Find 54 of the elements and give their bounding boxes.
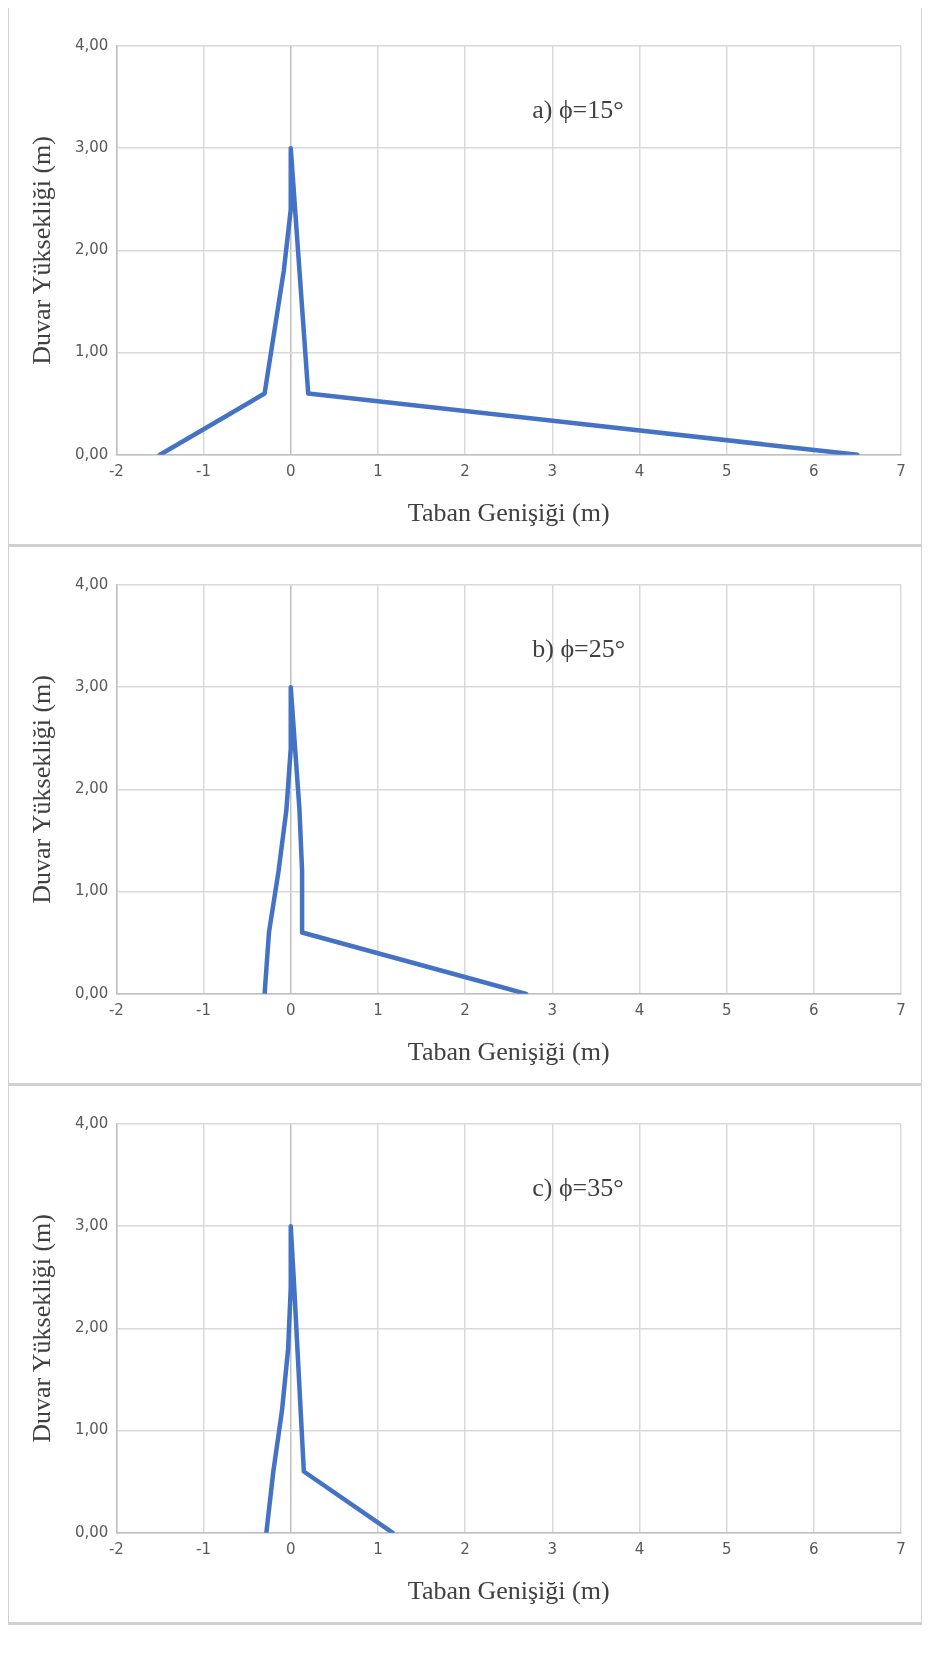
x-tick-label: 6 [809,461,819,480]
x-tick-label: 4 [634,1539,645,1558]
x-tick-label: 0 [285,1539,296,1558]
y-tick-label: 2,00 [74,779,109,798]
y-tick-label: 0,00 [74,444,109,463]
x-tick-label: 4 [634,461,645,480]
x-tick-label: 7 [896,1539,906,1558]
x-tick-label: 3 [547,1539,558,1558]
x-tick-label: -1 [196,1000,212,1019]
x-axis-title: Taban Genişiği (m) [407,498,610,528]
x-tick-label: 7 [896,461,906,480]
y-tick-label: 0,00 [74,983,109,1002]
y-tick-label: 0,00 [74,1522,109,1541]
annotation: b) ϕ=25° [532,633,626,663]
x-tick-label: 5 [721,1000,732,1019]
x-tick-label: 2 [460,1000,470,1019]
y-axis-title: Duvar Yüksekliği (m) [26,136,56,365]
annotation: a) ϕ=15° [532,94,624,124]
y-tick-label: 3,00 [74,1216,109,1235]
x-tick-label: 1 [373,461,383,480]
x-tick-label: 1 [373,1539,383,1558]
x-tick-label: 0 [285,1000,296,1019]
x-tick-label: 4 [634,1000,645,1019]
y-axis-title: Duvar Yüksekliği (m) [26,675,56,904]
x-tick-label: -2 [108,1539,124,1558]
x-tick-label: 5 [721,1539,732,1558]
x-tick-label: 1 [373,1000,383,1019]
y-tick-label: 1,00 [74,1420,109,1439]
y-axis-title: Duvar Yüksekliği (m) [26,1214,56,1443]
x-tick-label: 6 [809,1539,819,1558]
x-tick-label: -2 [108,1000,124,1019]
x-tick-label: 6 [809,1000,819,1019]
annotation: c) ϕ=35° [532,1172,624,1202]
y-tick-label: 2,00 [74,1318,109,1337]
x-tick-label: 0 [285,461,296,480]
y-tick-label: 1,00 [74,881,109,900]
y-tick-label: 4,00 [74,1113,109,1132]
x-axis-title: Taban Genişiği (m) [407,1576,610,1606]
y-tick-label: 2,00 [74,240,109,259]
x-tick-label: 2 [460,1539,470,1558]
x-tick-label: 7 [896,1000,906,1019]
x-axis-title: Taban Genişiği (m) [407,1037,610,1067]
y-tick-label: 4,00 [74,35,109,54]
x-tick-label: 3 [547,1000,558,1019]
x-tick-label: 5 [721,461,732,480]
x-tick-label: -1 [196,461,212,480]
x-tick-label: 3 [547,461,558,480]
y-tick-label: 3,00 [74,138,109,157]
x-tick-label: 2 [460,461,470,480]
y-tick-label: 3,00 [74,677,109,696]
x-tick-label: -1 [196,1539,212,1558]
x-tick-label: -2 [108,461,124,480]
y-tick-label: 4,00 [74,574,109,593]
y-tick-label: 1,00 [74,342,109,361]
